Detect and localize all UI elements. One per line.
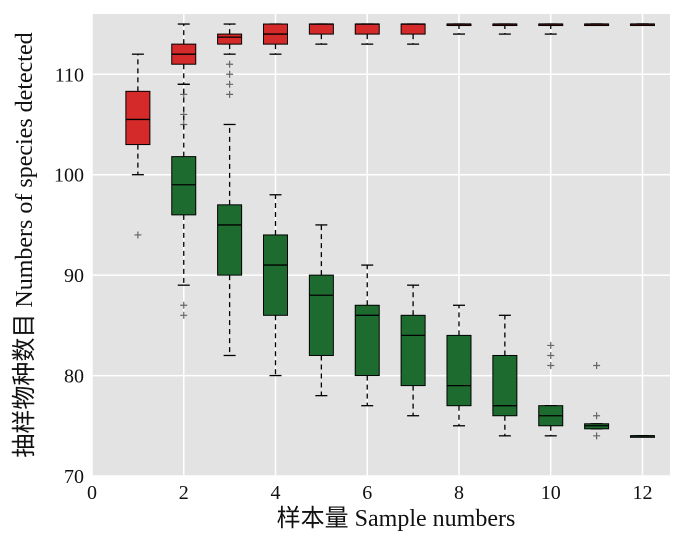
x-tick-label: 8 xyxy=(454,482,464,504)
y-tick-label: 110 xyxy=(55,64,84,86)
box xyxy=(217,123,243,357)
x-axis-label: 样本量 Sample numbers xyxy=(277,505,516,532)
box-series xyxy=(125,23,655,440)
box-body xyxy=(400,314,426,387)
box xyxy=(171,83,197,319)
box xyxy=(354,264,380,407)
plot-background xyxy=(92,14,670,476)
outlier-marker xyxy=(226,70,234,78)
outlier-marker xyxy=(180,311,188,319)
box xyxy=(492,314,518,437)
tick-labels: 0 2 4 6 8 10 12 70 80 90 100 110 xyxy=(54,64,652,504)
x-tick-label: 0 xyxy=(87,482,97,504)
box xyxy=(584,23,610,27)
outlier-marker xyxy=(134,231,142,239)
y-tick-label: 70 xyxy=(64,466,84,488)
x-tick-label: 6 xyxy=(362,482,372,504)
box xyxy=(262,194,288,377)
x-tick-label: 4 xyxy=(270,482,280,504)
box-body xyxy=(446,334,472,407)
box xyxy=(354,23,380,45)
box xyxy=(308,224,334,397)
box xyxy=(584,362,610,440)
box-body xyxy=(308,23,334,35)
box xyxy=(446,304,472,427)
box-body xyxy=(354,23,380,35)
x-tick-label: 10 xyxy=(541,482,561,504)
outlier-marker xyxy=(180,301,188,309)
box xyxy=(629,23,655,27)
box-body xyxy=(217,33,243,45)
outlier-marker xyxy=(547,362,555,370)
y-tick-label: 90 xyxy=(64,265,84,287)
box xyxy=(446,23,472,35)
box xyxy=(217,23,243,98)
box-body xyxy=(171,156,197,216)
x-tick-label: 12 xyxy=(632,482,652,504)
box-body xyxy=(492,354,518,417)
box-body xyxy=(354,304,380,377)
box xyxy=(400,284,426,417)
outlier-marker xyxy=(593,362,601,370)
box-body xyxy=(400,23,426,35)
outlier-marker xyxy=(226,80,234,88)
box xyxy=(538,23,564,35)
outlier-marker xyxy=(226,90,234,98)
box-body xyxy=(262,234,288,316)
box xyxy=(629,435,655,438)
outlier-marker xyxy=(593,432,601,440)
box xyxy=(125,53,151,239)
box xyxy=(262,23,288,55)
box xyxy=(400,23,426,45)
box xyxy=(538,341,564,437)
box xyxy=(492,23,518,35)
y-tick-label: 80 xyxy=(64,366,84,388)
x-tick-label: 2 xyxy=(179,482,189,504)
outlier-marker xyxy=(593,412,601,420)
y-axis-label: 抽样物种数目 Numbers of species detected xyxy=(11,32,38,457)
outlier-marker xyxy=(547,341,555,349)
box-body xyxy=(125,90,151,146)
outlier-marker xyxy=(547,351,555,359)
box-body xyxy=(217,204,243,276)
box-body xyxy=(308,274,334,356)
y-tick-label: 100 xyxy=(54,165,84,187)
outlier-marker xyxy=(226,60,234,68)
box xyxy=(308,23,334,45)
